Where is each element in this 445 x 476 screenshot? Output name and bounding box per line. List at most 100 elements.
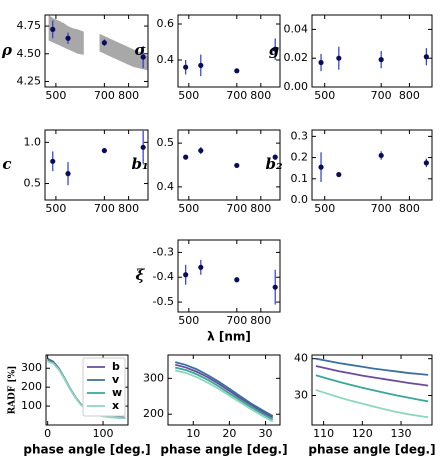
axes-frame	[311, 14, 433, 88]
x-tick-label: 700	[226, 89, 247, 102]
y-tick-label: 0.4	[157, 53, 175, 66]
data-point	[234, 162, 240, 169]
y-tick-label: 300	[21, 361, 42, 374]
x-tick-label: 700	[94, 202, 115, 215]
y-tick-label: -0.4	[153, 270, 174, 283]
y-tick-label: 200	[143, 407, 164, 420]
axes-frame	[177, 239, 281, 313]
y-tick-label: -0.5	[153, 295, 174, 308]
y-tick-label: 100	[21, 399, 42, 412]
data-point	[198, 147, 204, 154]
x-axis-label: phase angle [deg.]	[160, 443, 287, 457]
y-tick-label: 30	[294, 389, 308, 402]
spectrum-band	[48, 15, 84, 55]
data-point	[336, 55, 342, 61]
y-axis-label: ρ	[1, 41, 13, 59]
data-point	[336, 171, 342, 178]
series-line	[174, 363, 274, 419]
x-tick-label: 120	[352, 427, 373, 440]
legend-label: b	[112, 360, 120, 373]
x-tick-label: 500	[178, 89, 199, 102]
data-point	[318, 59, 324, 66]
panel: 110 120 130 30 40 phase angle [deg.]	[294, 352, 436, 457]
data-point	[272, 154, 278, 160]
series-line	[175, 369, 274, 423]
x-tick-label: 100	[93, 427, 114, 440]
data-point	[65, 171, 71, 177]
y-tick-label: 0.2	[291, 151, 309, 164]
panel: 500 700 800 0.5 1.0 c	[2, 129, 149, 215]
y-tick-label: 4.25	[17, 74, 42, 87]
y-axis-label: b₂	[265, 155, 282, 173]
x-axis-label: phase angle [deg.]	[308, 443, 435, 457]
y-tick-label: 0.04	[284, 22, 309, 35]
x-tick-label: 20	[222, 427, 236, 440]
x-tick-label: 800	[250, 202, 271, 215]
y-tick-label: 0.6	[157, 17, 175, 30]
y-tick-label: 4.75	[17, 19, 42, 32]
data-point	[272, 46, 278, 52]
x-tick-label: 500	[314, 89, 335, 102]
axes-frame	[45, 354, 129, 426]
panel: 10 20 30 200 300 phase angle [deg.]	[143, 354, 288, 457]
x-tick-label: 800	[118, 89, 139, 102]
data-point	[272, 284, 278, 290]
y-tick-label: 0.5	[157, 136, 175, 149]
data-point	[198, 62, 204, 68]
panel: 500 700 800 0.0 0.1 0.2 0.3 b₂	[265, 129, 433, 215]
data-point	[140, 144, 146, 150]
data-point	[101, 147, 107, 154]
plot-area	[183, 147, 278, 169]
y-tick-label: 0.5	[24, 177, 42, 190]
data-point	[234, 68, 240, 74]
x-tick-label: 130	[391, 427, 412, 440]
data-point	[378, 152, 384, 159]
panel: 500 700 800 -0.3 -0.4 -0.5 ξ λ [nm]	[136, 239, 281, 344]
x-tick-label: 500	[178, 202, 199, 215]
x-axis-label: phase angle [deg.]	[23, 443, 150, 457]
series-line	[175, 366, 274, 421]
plot-area	[183, 38, 278, 77]
x-tick-label: 800	[399, 202, 420, 215]
spectrum-band	[99, 33, 148, 71]
data-point	[423, 160, 429, 166]
data-point	[101, 40, 107, 46]
plot-area	[318, 151, 429, 182]
x-tick-label: 500	[178, 314, 199, 327]
x-tick-label: 800	[118, 202, 139, 215]
data-point	[50, 26, 56, 32]
legend-label: x	[112, 399, 119, 412]
y-tick-label: 0.4	[157, 180, 175, 193]
legend-label: w	[112, 386, 122, 399]
series-line	[174, 361, 274, 417]
legend-box	[82, 357, 126, 417]
x-tick-label: 110	[313, 427, 334, 440]
x-tick-label: 10	[186, 427, 200, 440]
y-axis-label: ξ	[136, 266, 146, 284]
y-axis-label: b₁	[131, 155, 148, 173]
x-tick-label: 800	[250, 314, 271, 327]
axes-frame	[44, 14, 149, 88]
data-point	[318, 164, 324, 170]
x-axis-label: λ [nm]	[207, 330, 251, 344]
x-tick-label: 700	[371, 202, 392, 215]
axes-frame	[311, 354, 433, 426]
x-tick-label: 800	[399, 89, 420, 102]
x-tick-label: 500	[45, 89, 66, 102]
x-tick-label: 700	[226, 314, 247, 327]
data-point	[423, 54, 429, 60]
y-axis-label: g	[269, 41, 280, 59]
data-point	[65, 35, 71, 41]
y-axis-label: c	[2, 155, 11, 173]
panel: 500 700 800 0.4 0.5 b₁	[131, 129, 281, 215]
y-tick-label: 4.50	[17, 47, 42, 60]
x-tick-label: 800	[250, 89, 271, 102]
axes-frame	[311, 129, 433, 201]
x-tick-label: 700	[94, 89, 115, 102]
series-line	[315, 365, 429, 387]
data-point	[378, 57, 384, 63]
y-tick-label: 0.0	[291, 193, 309, 206]
legend-label: v	[112, 373, 120, 386]
